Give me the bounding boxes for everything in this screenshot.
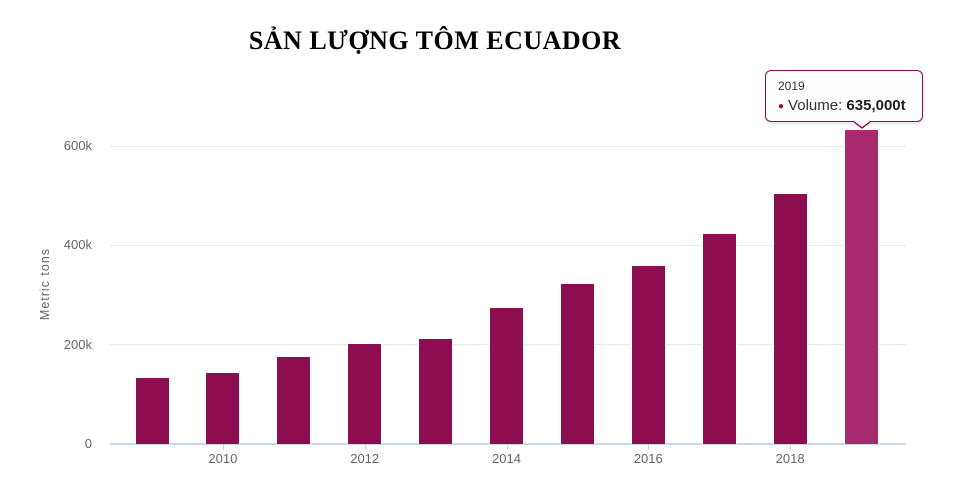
y-axis-tick-label: 200k — [63, 336, 92, 352]
x-axis-tick-label: 2014 — [492, 451, 521, 466]
x-axis-tick-label: 2010 — [208, 451, 238, 466]
x-axis-line — [110, 443, 906, 445]
tooltip-label: Volume: — [788, 97, 843, 114]
x-axis-tick-label: 2012 — [350, 451, 380, 466]
x-axis-tick — [364, 444, 366, 450]
x-axis-tick-label: 2018 — [775, 451, 805, 466]
bar-2009[interactable] — [134, 376, 170, 444]
tooltip-year: 2019 — [778, 79, 805, 93]
bar-2016[interactable] — [630, 265, 666, 444]
x-axis-tick — [648, 444, 650, 450]
series-marker-icon: ● — [778, 101, 785, 112]
x-axis-tick — [790, 444, 792, 450]
bar-2018[interactable] — [772, 193, 808, 444]
bar-2019[interactable] — [843, 128, 879, 444]
tooltip: 2019 ● Volume: 635,000t — [765, 70, 923, 129]
x-axis-tick — [222, 444, 224, 450]
bar-2015[interactable] — [559, 282, 595, 444]
bar-2011[interactable] — [276, 356, 312, 444]
bar-2017[interactable] — [701, 233, 737, 444]
bar-2013[interactable] — [418, 338, 454, 444]
y-axis-tick-label: 0 — [84, 436, 92, 451]
bar-2012[interactable] — [347, 343, 383, 444]
gridline — [110, 145, 906, 147]
x-axis-tick-label: 2016 — [633, 451, 663, 466]
tooltip-value: 635,000t — [846, 97, 906, 114]
y-axis-tick-label: 600k — [63, 138, 92, 153]
x-axis-tick — [506, 444, 508, 450]
bar-2014[interactable] — [489, 306, 524, 444]
gridline — [110, 244, 906, 246]
chart-title: SẢN LƯỢNG TÔM ECUADOR — [248, 26, 622, 55]
tooltip-body: ● Volume: 635,000t — [778, 96, 922, 116]
tooltip-arrow-fill — [853, 120, 870, 127]
bar-2010[interactable] — [205, 371, 241, 444]
y-axis-tick-label: 400k — [63, 237, 92, 253]
y-axis-title: Metric tons — [38, 247, 52, 321]
